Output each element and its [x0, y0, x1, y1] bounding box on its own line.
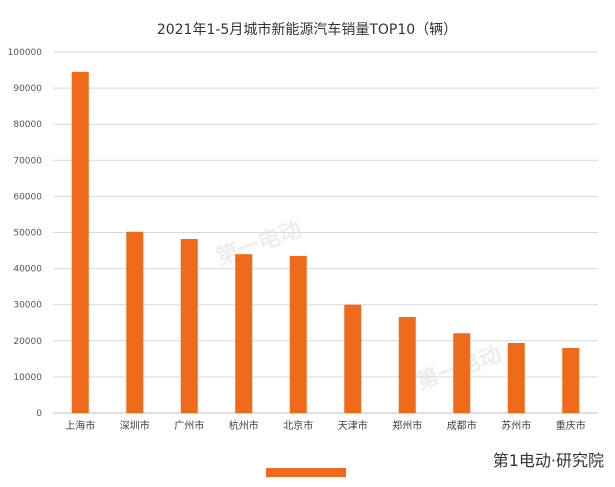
bar [289, 255, 307, 413]
research-logo: 第1电动·研究院 [493, 451, 604, 470]
grid-lines [53, 51, 598, 414]
y-tick-label: 10000 [13, 373, 42, 383]
bar [398, 316, 416, 413]
x-category-label: 苏州市 [501, 419, 531, 432]
bar [562, 348, 580, 413]
x-category-label: 深圳市 [120, 419, 150, 432]
y-tick-label: 40000 [13, 265, 42, 275]
bars [71, 71, 580, 413]
y-tick-label: 80000 [13, 120, 42, 130]
x-category-label: 广州市 [174, 419, 204, 432]
y-tick-label: 50000 [13, 229, 42, 239]
bar [235, 254, 253, 413]
y-axis-ticks: 0 10000 20000 30000 40000 50000 60000 70000 8000… [8, 48, 43, 419]
bar [453, 333, 471, 413]
bar [126, 231, 144, 413]
x-category-label: 重庆市 [556, 419, 586, 432]
x-category-label: 天津市 [338, 419, 368, 432]
bar [71, 71, 89, 413]
logo-text: 第1电动·研究院 [493, 451, 604, 470]
x-axis-categories: 上海市 深圳市 广州市 杭州市 北京市 天津市 郑州市 成都市 苏州市 重庆市 [65, 419, 586, 432]
y-tick-label: 20000 [13, 337, 42, 347]
y-tick-label: 60000 [13, 192, 42, 202]
y-tick-label: 30000 [13, 301, 42, 311]
x-category-label: 郑州市 [392, 419, 422, 432]
x-category-label: 上海市 [65, 419, 95, 432]
y-tick-label: 0 [36, 409, 42, 419]
x-category-label: 杭州市 [229, 419, 259, 432]
bar [344, 304, 362, 413]
bar [180, 238, 198, 413]
chart-title: 2021年1-5月城市新能源汽车销量TOP10（辆） [157, 21, 457, 38]
x-category-label: 北京市 [283, 419, 313, 432]
bar [507, 342, 525, 413]
x-category-label: 成都市 [447, 419, 477, 432]
y-tick-label: 90000 [13, 84, 42, 94]
legend-swatch [266, 468, 346, 477]
y-tick-label: 70000 [13, 156, 42, 166]
y-tick-label: 100000 [8, 48, 43, 58]
